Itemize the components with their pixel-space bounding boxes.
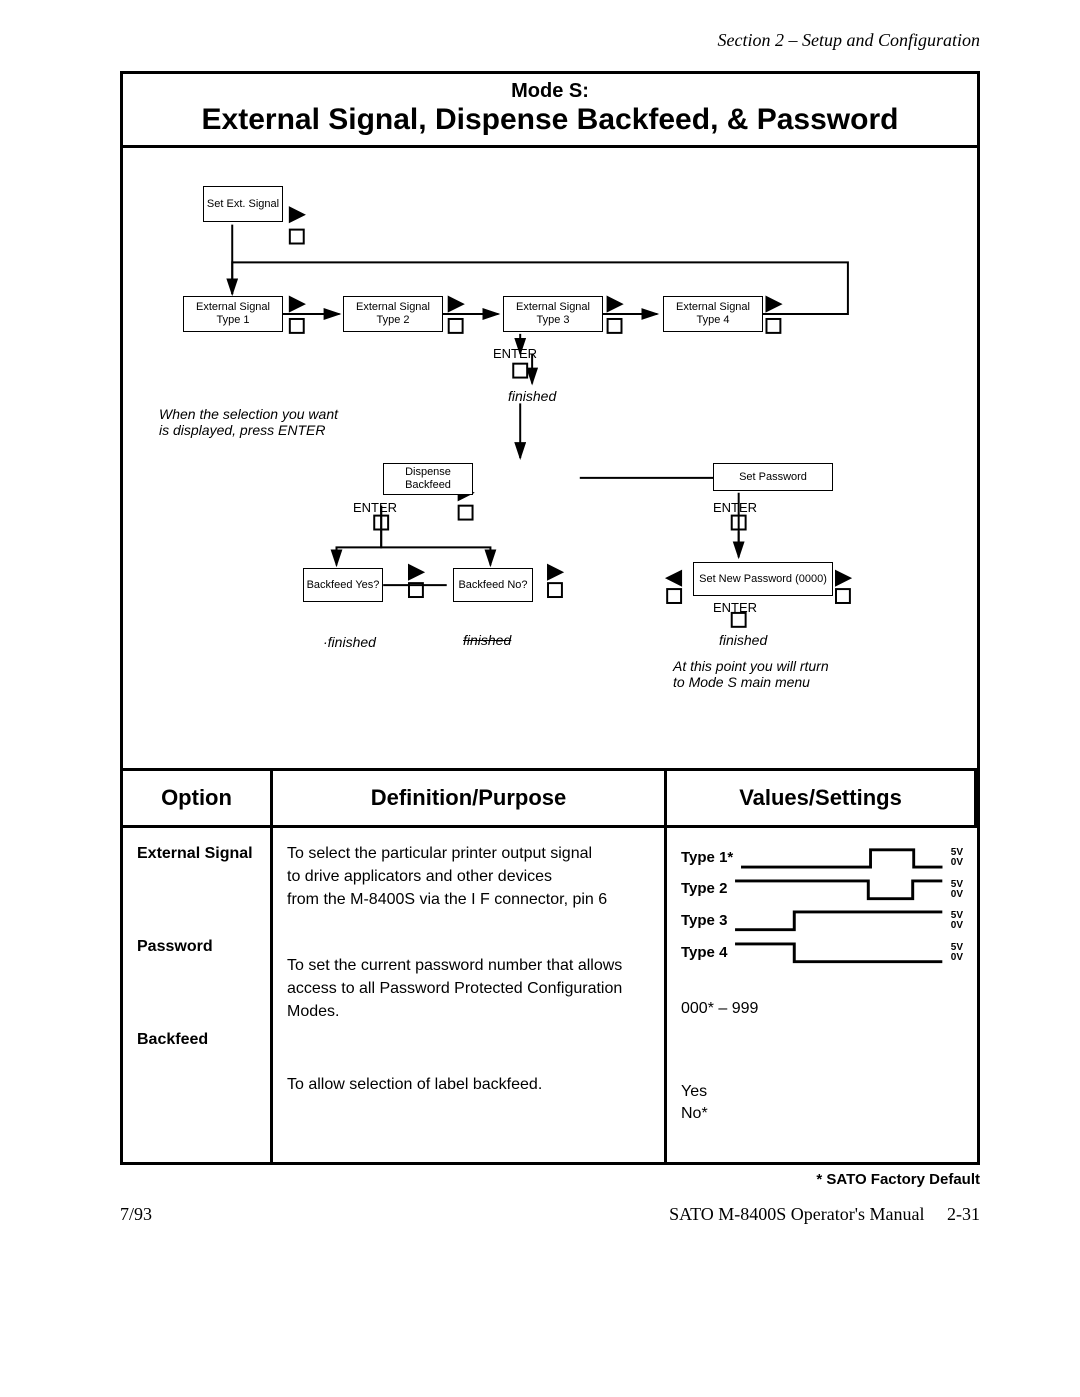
title-block: Mode S: External Signal, Dispense Backfe… bbox=[123, 74, 977, 148]
val-type3-row: Type 3 5V0V bbox=[681, 906, 963, 936]
node-dispense-backfeed: Dispense Backfeed bbox=[383, 463, 473, 495]
main-figure-box: Mode S: External Signal, Dispense Backfe… bbox=[120, 71, 980, 1165]
footer-date: 7/93 bbox=[120, 1204, 152, 1225]
def-password: To set the current password number that … bbox=[287, 954, 650, 1024]
node-backfeed-yes: Backfeed Yes? bbox=[303, 568, 383, 602]
label-enter-2: ENTER bbox=[353, 500, 397, 515]
flowchart-svg bbox=[123, 148, 977, 768]
label-finished-no: finished bbox=[463, 632, 511, 648]
node-ext-type2: External Signal Type 2 bbox=[343, 296, 443, 332]
val-type2-row: Type 2 5V0V bbox=[681, 875, 963, 905]
waveform4-icon bbox=[735, 938, 942, 968]
val-backfeed: Yes No* bbox=[681, 1081, 963, 1124]
options-table: Option Definition/Purpose Values/Setting… bbox=[123, 771, 977, 1162]
def-backfeed: To allow selection of label backfeed. bbox=[287, 1073, 650, 1096]
node-set-ext-signal: Set Ext. Signal bbox=[203, 186, 283, 222]
footer-manual: SATO M-8400S Operator's Manual bbox=[669, 1204, 924, 1224]
waveform3-icon bbox=[735, 906, 942, 936]
opt-password: Password bbox=[137, 935, 256, 958]
node-ext-type4: External Signal Type 4 bbox=[663, 296, 763, 332]
title-mode: Mode S: bbox=[123, 80, 977, 103]
val-type4-row: Type 4 5V0V bbox=[681, 938, 963, 968]
col-values: Type 1* 5V0V Type 2 5V0V Type 3 5V0V bbox=[667, 828, 977, 1162]
th-values: Values/Settings bbox=[667, 771, 977, 828]
node-set-new-password: Set New Password (0000) bbox=[693, 562, 833, 596]
label-enter-3: ENTER bbox=[713, 500, 757, 515]
node-backfeed-no: Backfeed No? bbox=[453, 568, 533, 602]
def-ext-1: To select the particular printer output … bbox=[287, 842, 650, 865]
title-main: External Signal, Dispense Backfeed, & Pa… bbox=[123, 103, 977, 137]
th-option: Option bbox=[123, 771, 273, 828]
val-type1-label: Type 1* bbox=[681, 848, 733, 868]
label-finished-1: finished bbox=[508, 388, 556, 404]
col-option: External Signal Password Backfeed bbox=[123, 828, 273, 1162]
footer-page: 2-31 bbox=[947, 1204, 980, 1224]
flowchart-area: Set Ext. Signal External Signal Type 1 E… bbox=[123, 148, 977, 771]
section-header: Section 2 – Setup and Configuration bbox=[120, 30, 980, 51]
opt-external: External Signal bbox=[137, 842, 256, 865]
val-type1-row: Type 1* 5V0V bbox=[681, 844, 963, 873]
th-definition: Definition/Purpose bbox=[273, 771, 667, 828]
label-enter-4: ENTER bbox=[713, 600, 757, 615]
node-set-password: Set Password bbox=[713, 463, 833, 491]
def-ext-3: from the M-8400S via the I F connector, … bbox=[287, 888, 650, 911]
label-finished-yes: ·finished bbox=[323, 634, 376, 650]
label-enter: ENTER bbox=[493, 346, 537, 361]
val-type2-label: Type 2 bbox=[681, 879, 727, 899]
node-ext-type3: External Signal Type 3 bbox=[503, 296, 603, 332]
factory-default-note: * SATO Factory Default bbox=[120, 1171, 980, 1188]
val-type3-label: Type 3 bbox=[681, 911, 727, 931]
page-footer: 7/93 SATO M-8400S Operator's Manual 2-31 bbox=[120, 1204, 980, 1225]
waveform2-icon bbox=[735, 875, 942, 905]
waveform1-icon bbox=[741, 844, 943, 873]
note-return-main-menu: At this point you will rturn to Mode S m… bbox=[673, 658, 829, 690]
col-definition: To select the particular printer output … bbox=[273, 828, 667, 1162]
val-type4-label: Type 4 bbox=[681, 943, 727, 963]
def-ext-2: to drive applicators and other devices bbox=[287, 865, 650, 888]
label-finished-pwd: finished bbox=[719, 632, 767, 648]
note-when-selection: When the selection you want is displayed… bbox=[159, 406, 338, 438]
node-ext-type1: External Signal Type 1 bbox=[183, 296, 283, 332]
opt-backfeed: Backfeed bbox=[137, 1028, 256, 1051]
val-password: 000* – 999 bbox=[681, 998, 963, 1020]
